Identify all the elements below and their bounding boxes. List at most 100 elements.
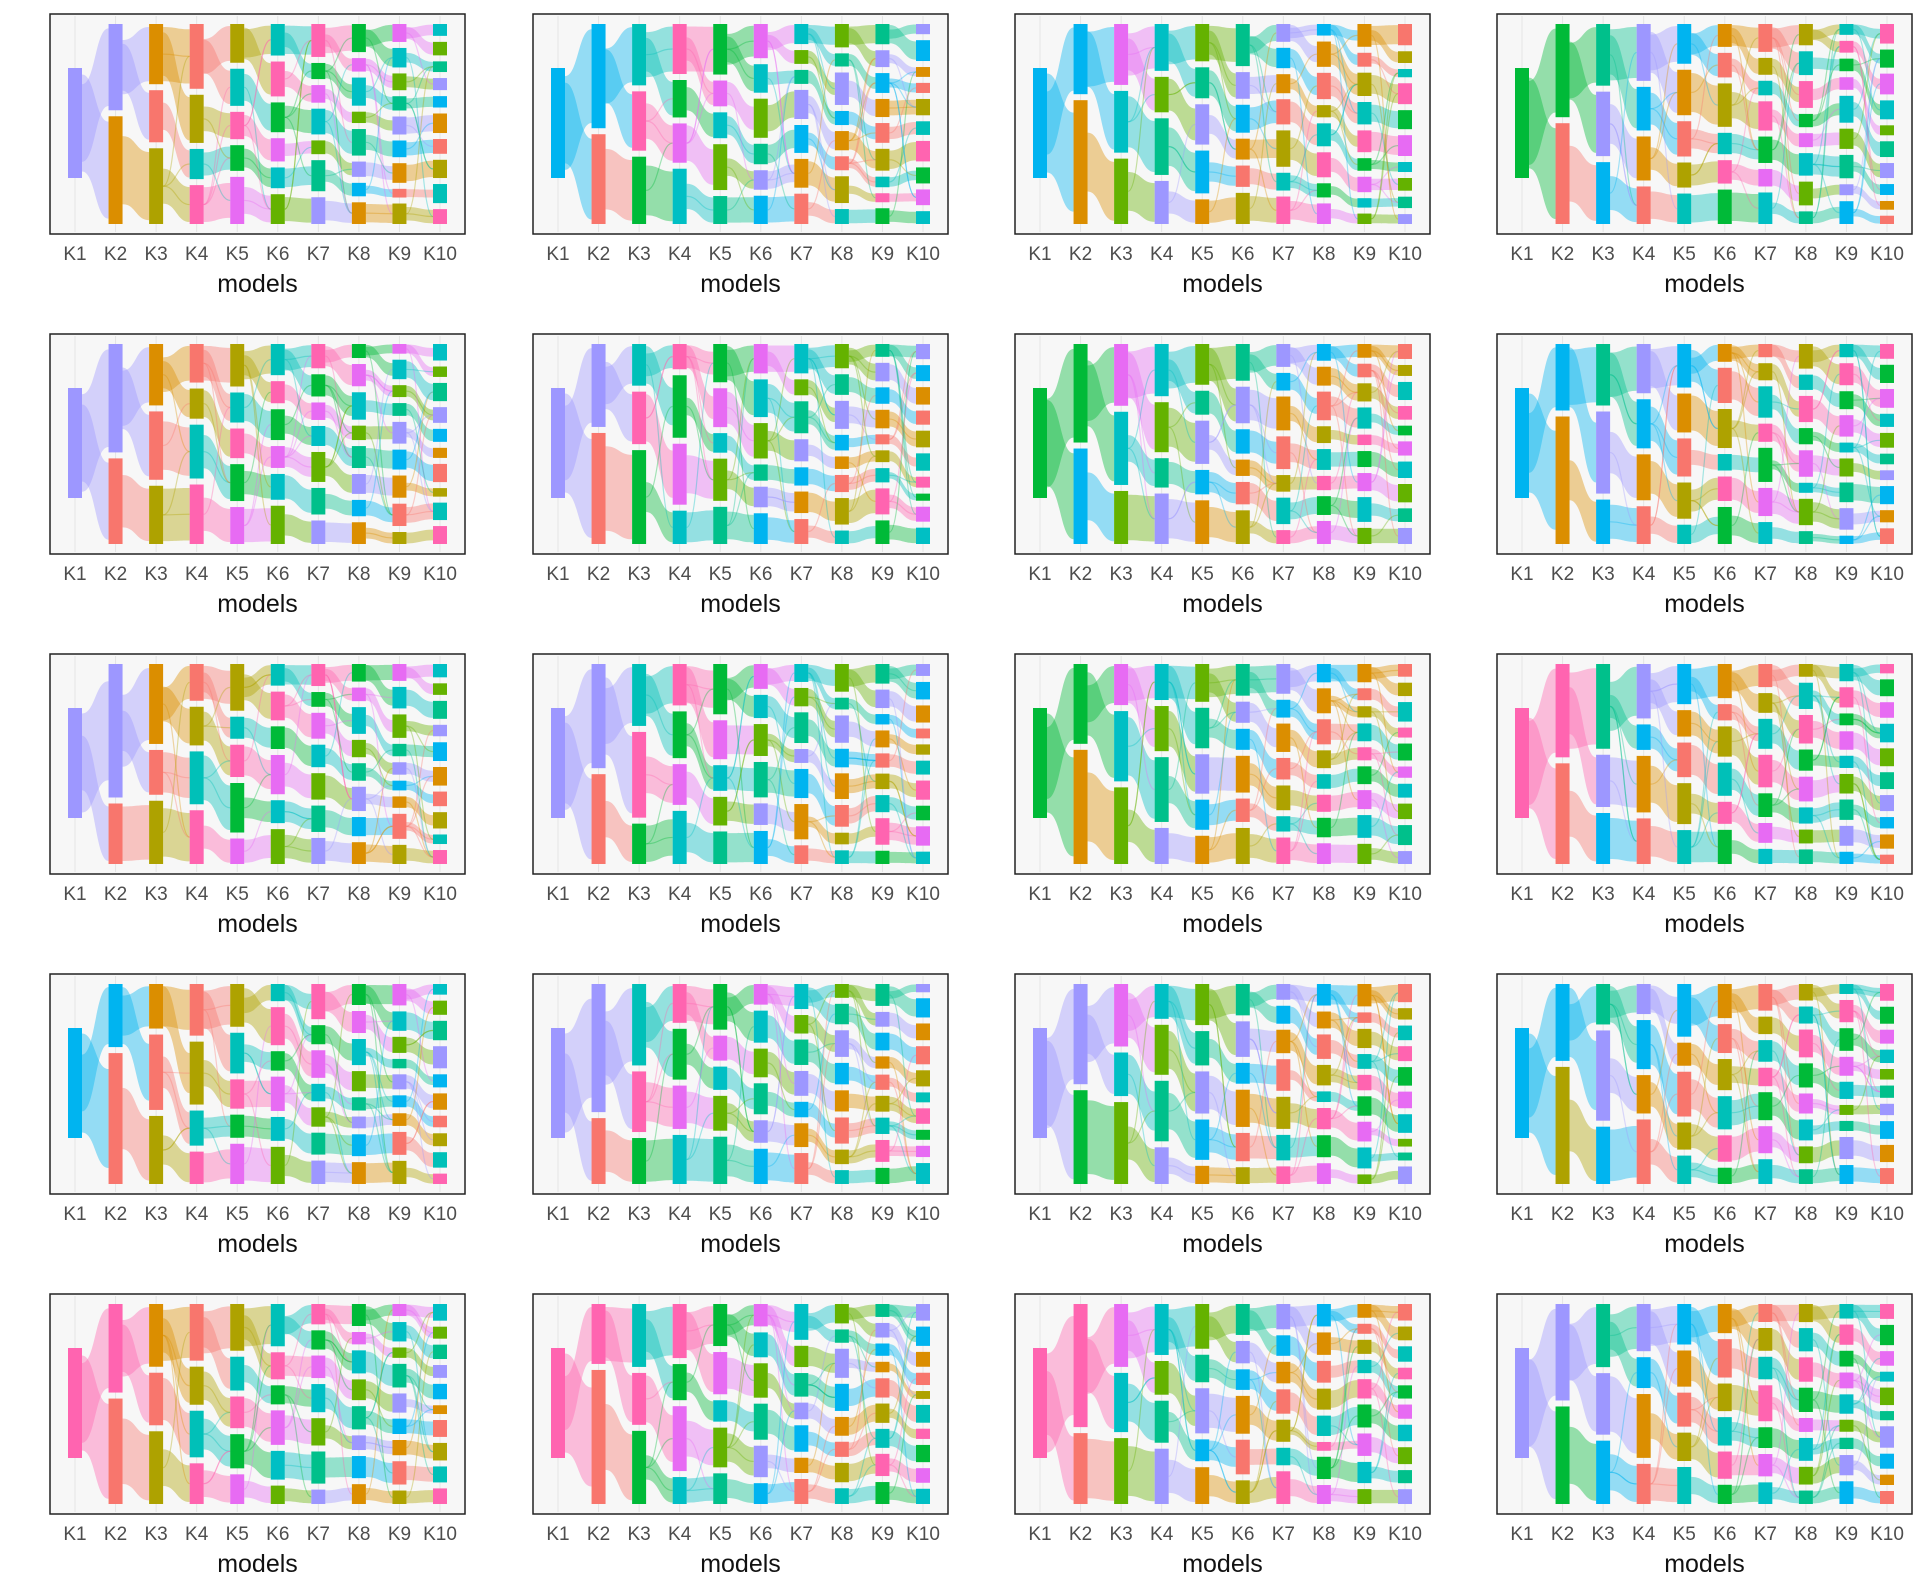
cluster-node bbox=[672, 1364, 687, 1401]
flow-band bbox=[1731, 371, 1759, 417]
flow-band bbox=[1330, 75, 1358, 124]
flow-line bbox=[1168, 82, 1196, 96]
cluster-node bbox=[1357, 198, 1372, 208]
x-tick-label: K10 bbox=[423, 1204, 457, 1225]
flow-band bbox=[284, 1452, 312, 1481]
flow-band bbox=[406, 1304, 433, 1339]
flow-band bbox=[808, 667, 835, 709]
flow-band bbox=[1691, 711, 1718, 754]
x-tick-label: K7 bbox=[307, 564, 330, 585]
cluster-node bbox=[1195, 199, 1210, 224]
flow-line bbox=[1127, 447, 1155, 520]
flow-line bbox=[406, 725, 434, 840]
cluster-node bbox=[1880, 772, 1894, 790]
cluster-node bbox=[632, 984, 647, 1066]
x-tick-label: K2 bbox=[1551, 884, 1574, 905]
x-tick-label: K4 bbox=[668, 564, 692, 585]
cluster-node bbox=[916, 82, 930, 93]
cluster-node bbox=[1880, 528, 1894, 544]
flow-band bbox=[284, 71, 312, 102]
flow-line bbox=[324, 70, 353, 214]
flow-band bbox=[1249, 354, 1277, 390]
cluster-node bbox=[1235, 72, 1250, 99]
flow-line bbox=[203, 1125, 231, 1129]
flow-line bbox=[1290, 1118, 1318, 1176]
cluster-node bbox=[591, 774, 606, 864]
flow-band bbox=[1128, 666, 1155, 748]
cluster-node bbox=[1677, 710, 1692, 737]
cluster-node bbox=[433, 24, 447, 36]
cluster-node bbox=[230, 464, 245, 502]
flow-band bbox=[1812, 344, 1840, 363]
flow-band bbox=[1529, 347, 1556, 473]
cluster-node bbox=[1235, 344, 1250, 381]
flow-band bbox=[406, 822, 433, 844]
flow-line bbox=[1249, 361, 1277, 538]
flow-band bbox=[406, 744, 433, 758]
flow-line bbox=[365, 1389, 393, 1427]
flow-line bbox=[325, 1171, 352, 1174]
flow-line bbox=[1127, 1000, 1156, 1144]
flow-band bbox=[284, 475, 312, 513]
flow-line bbox=[808, 702, 836, 757]
flow-line bbox=[1168, 426, 1196, 523]
flow-band bbox=[1249, 196, 1277, 223]
flow-line bbox=[767, 993, 795, 1170]
cluster-node bbox=[1154, 827, 1169, 864]
cluster-node bbox=[834, 156, 849, 171]
flow-line bbox=[365, 1442, 393, 1449]
cluster-node bbox=[1357, 706, 1372, 718]
cluster-node bbox=[1636, 506, 1651, 544]
flow-band bbox=[1812, 57, 1840, 71]
cluster-node bbox=[1357, 984, 1372, 1007]
flow-band bbox=[1529, 77, 1556, 219]
flow-band bbox=[325, 522, 352, 543]
flow-line bbox=[162, 403, 190, 447]
flow-line bbox=[365, 432, 393, 516]
cluster-node bbox=[794, 1015, 809, 1034]
flow-line bbox=[1650, 91, 1678, 160]
cluster-node bbox=[433, 488, 447, 497]
flow-band bbox=[1290, 175, 1317, 197]
flow-band bbox=[889, 984, 916, 999]
cluster-node bbox=[1316, 1388, 1331, 1410]
x-tick-label: K3 bbox=[627, 1204, 650, 1225]
flow-line bbox=[284, 1034, 312, 1095]
flow-line bbox=[1371, 751, 1399, 755]
flow-line bbox=[767, 696, 795, 849]
cluster-node bbox=[875, 362, 890, 382]
cluster-node bbox=[672, 510, 687, 544]
flow-line bbox=[1772, 1074, 1800, 1107]
cluster-node bbox=[270, 409, 285, 441]
cluster-node bbox=[230, 1474, 245, 1504]
flow-band bbox=[1650, 765, 1678, 823]
flow-band bbox=[848, 721, 876, 747]
flow-line bbox=[325, 355, 353, 458]
cluster-node bbox=[672, 1134, 687, 1184]
cluster-node bbox=[230, 1143, 245, 1184]
flow-line bbox=[727, 124, 754, 155]
cluster-node bbox=[1636, 1463, 1651, 1504]
cluster-node bbox=[392, 1393, 407, 1413]
flow-line bbox=[1853, 1055, 1881, 1067]
x-axis-title: models bbox=[1182, 1550, 1263, 1578]
flow-line bbox=[1853, 718, 1881, 734]
flow-band bbox=[325, 109, 352, 154]
cluster-node bbox=[794, 1373, 809, 1397]
cluster-node bbox=[392, 813, 407, 839]
flow-band bbox=[848, 669, 876, 708]
flow-band bbox=[1290, 1032, 1317, 1085]
flow-band bbox=[1853, 690, 1880, 718]
flow-line bbox=[686, 92, 714, 144]
flow-band bbox=[1529, 1033, 1556, 1175]
flow-line bbox=[1330, 83, 1358, 136]
flow-band bbox=[1249, 671, 1277, 717]
flow-band bbox=[1168, 710, 1196, 792]
x-axis-title: models bbox=[1664, 270, 1745, 298]
cluster-node bbox=[916, 189, 930, 206]
cluster-node bbox=[1276, 785, 1291, 811]
flow-line bbox=[1853, 988, 1881, 993]
flow-band bbox=[1371, 769, 1398, 797]
flow-line bbox=[1772, 1014, 1800, 1078]
x-tick-label: K2 bbox=[104, 1204, 127, 1225]
